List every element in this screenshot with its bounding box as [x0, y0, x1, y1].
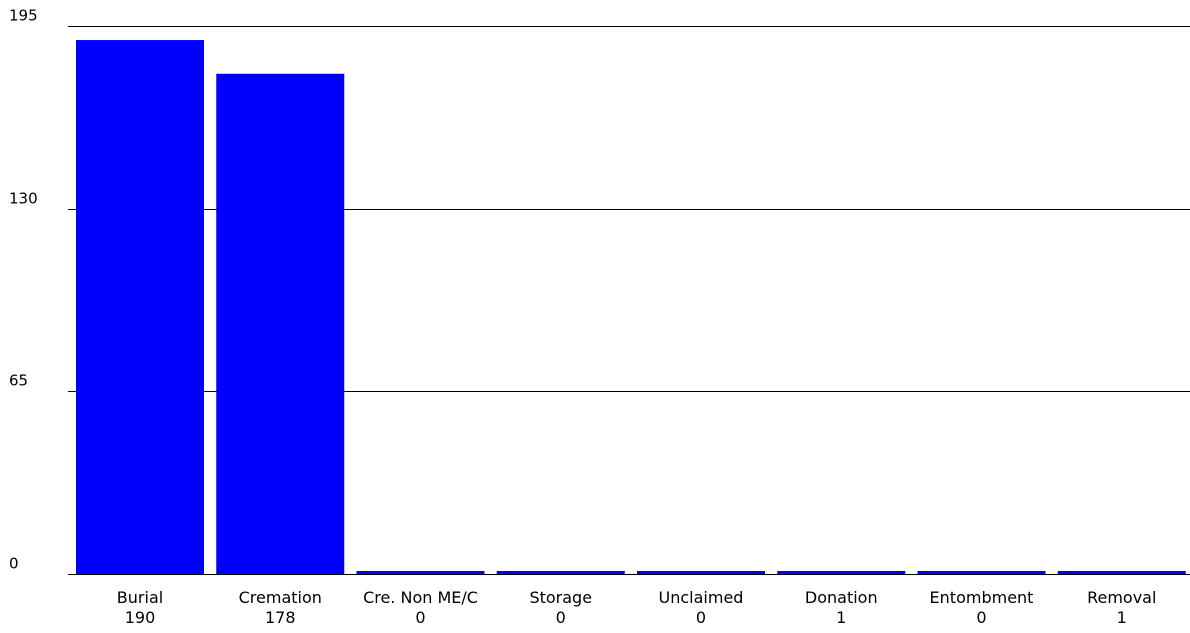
- value-label-burial: 190: [125, 608, 156, 627]
- y-tick-label-195: 195: [9, 7, 38, 25]
- category-label-burial: Burial: [117, 588, 163, 607]
- category-label-removal: Removal: [1087, 588, 1156, 607]
- bar-removal: [1057, 571, 1186, 574]
- bar-storage: [496, 571, 625, 574]
- category-label-unclaimed: Unclaimed: [659, 588, 744, 607]
- category-label-cremation: Cremation: [239, 588, 322, 607]
- category-label-storage: Storage: [529, 588, 592, 607]
- bar-donation: [777, 571, 906, 574]
- y-tick-label-65: 65: [9, 372, 28, 390]
- bar-cre-non-me-c: [356, 571, 485, 574]
- category-label-entombment: Entombment: [930, 588, 1034, 607]
- bar-cremation: [216, 73, 345, 575]
- value-label-entombment: 0: [976, 608, 986, 627]
- category-label-cre-non-me-c: Cre. Non ME/C: [363, 588, 478, 607]
- y-tick-label-0: 0: [9, 555, 19, 573]
- bar-burial: [76, 40, 204, 575]
- bar-entombment: [917, 571, 1046, 574]
- y-tick-label-130: 130: [9, 190, 38, 208]
- value-label-storage: 0: [556, 608, 566, 627]
- value-label-cre-non-me-c: 0: [415, 608, 425, 627]
- y-axis: 0 65 130 195: [9, 7, 38, 573]
- category-label-donation: Donation: [805, 588, 878, 607]
- bar-unclaimed: [637, 571, 765, 574]
- bars: [76, 40, 1186, 575]
- value-label-cremation: 178: [265, 608, 296, 627]
- value-label-unclaimed: 0: [696, 608, 706, 627]
- value-label-removal: 1: [1117, 608, 1127, 627]
- value-label-donation: 1: [836, 608, 846, 627]
